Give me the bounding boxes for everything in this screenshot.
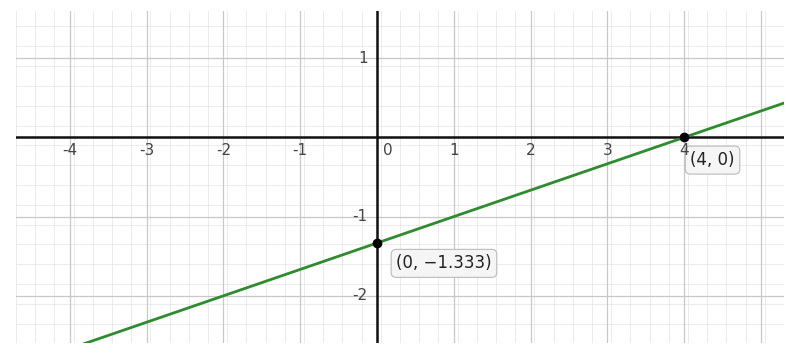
Text: -4: -4: [62, 143, 78, 158]
Text: (0, −1.333): (0, −1.333): [396, 255, 492, 272]
Text: -2: -2: [216, 143, 231, 158]
Text: 1: 1: [449, 143, 458, 158]
Text: 4: 4: [679, 143, 689, 158]
Text: -1: -1: [293, 143, 308, 158]
Text: 2: 2: [526, 143, 535, 158]
Text: 3: 3: [602, 143, 612, 158]
Text: -1: -1: [353, 209, 368, 224]
Text: -3: -3: [139, 143, 154, 158]
Text: 1: 1: [358, 51, 368, 65]
Text: -2: -2: [353, 289, 368, 303]
Text: (4, 0): (4, 0): [690, 151, 735, 169]
Text: 0: 0: [383, 143, 393, 158]
